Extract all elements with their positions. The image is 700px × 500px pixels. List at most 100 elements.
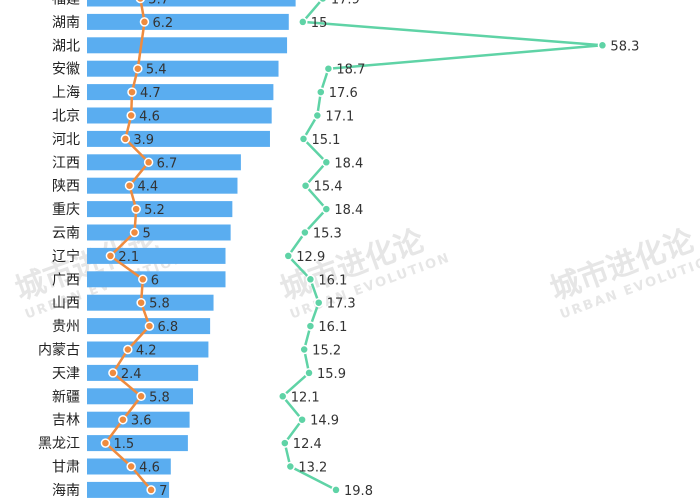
- category-label: 陕西: [52, 179, 80, 195]
- bar: [87, 271, 226, 288]
- green-label: 15.1: [311, 133, 340, 148]
- orange-point: [136, 297, 146, 308]
- orange-label: 4.6: [139, 110, 160, 125]
- orange-point: [139, 17, 150, 27]
- green-point: [283, 251, 294, 261]
- green-point: [304, 368, 314, 378]
- green-label: 18.7: [336, 63, 365, 78]
- green-label: 15.9: [317, 367, 346, 382]
- orange-point: [138, 274, 148, 285]
- green-label: 17.1: [325, 110, 354, 125]
- bar: [87, 435, 188, 452]
- green-label: 13.2: [298, 461, 327, 476]
- bar: [87, 364, 199, 381]
- green-label: 15: [311, 16, 328, 31]
- category-label: 辽宁: [52, 248, 80, 265]
- green-point: [299, 344, 309, 355]
- green-label: 12.4: [293, 437, 322, 452]
- bar: [87, 107, 272, 124]
- green-point: [318, 0, 328, 4]
- category-label: 安徽: [52, 62, 80, 78]
- orange-label: 6.7: [157, 156, 178, 171]
- orange-label: 5: [143, 227, 151, 242]
- category-label: 海南: [52, 483, 80, 499]
- bar: [87, 294, 214, 311]
- green-label: 18.4: [334, 156, 363, 171]
- orange-label: 5.8: [149, 297, 170, 312]
- orange-point: [131, 204, 141, 214]
- green-label: 14.9: [310, 414, 339, 429]
- green-label: 17.3: [327, 297, 356, 312]
- category-label: 吉林: [52, 413, 80, 429]
- green-label: 16.1: [318, 273, 347, 288]
- orange-label: 1.5: [113, 437, 134, 452]
- orange-point: [135, 0, 145, 4]
- green-label: 17.6: [329, 86, 358, 101]
- orange-label: 4.4: [138, 180, 159, 195]
- orange-label: 4.7: [140, 86, 161, 101]
- category-label: 重庆: [52, 202, 80, 218]
- category-label: 上海: [52, 85, 80, 101]
- green-point: [331, 485, 341, 495]
- green-label: 18.4: [334, 203, 363, 218]
- bar: [87, 154, 241, 171]
- green-point: [280, 438, 290, 448]
- orange-label: 2.1: [118, 250, 139, 265]
- bar: [87, 411, 190, 428]
- orange-label: 5.7: [148, 0, 169, 8]
- category-label: 河北: [52, 132, 80, 148]
- green-line: [281, 0, 604, 492]
- category-labels: 福建湖南湖北安徽上海北京河北江西陕西重庆云南辽宁广西山西贵州内蒙古天津新疆吉林黑…: [38, 0, 80, 499]
- bar: [87, 201, 233, 218]
- bar: [87, 0, 296, 7]
- category-label: 黑龙江: [38, 436, 80, 452]
- bar: [87, 13, 289, 30]
- green-point: [323, 63, 334, 74]
- orange-label: 3.6: [131, 414, 152, 429]
- green-point: [597, 40, 608, 51]
- bar: [87, 177, 238, 194]
- orange-label: 5.2: [144, 203, 165, 218]
- orange-point: [123, 344, 133, 355]
- orange-label: 6.8: [157, 320, 178, 335]
- bar: [87, 247, 226, 264]
- category-label: 新疆: [52, 389, 80, 405]
- orange-point: [120, 134, 131, 144]
- orange-point: [100, 438, 111, 448]
- green-point: [297, 414, 307, 425]
- green-label: 16.1: [318, 320, 347, 335]
- orange-label: 7: [159, 484, 167, 499]
- green-label: 15.2: [312, 344, 341, 359]
- bar: [87, 481, 170, 498]
- category-label: 江西: [52, 155, 80, 171]
- category-label: 山西: [52, 296, 80, 312]
- green-point: [277, 391, 288, 402]
- orange-point: [126, 461, 136, 472]
- orange-label: 4.2: [136, 344, 157, 359]
- green-label: 12.9: [296, 250, 325, 265]
- orange-point: [143, 157, 154, 168]
- category-label: 内蒙古: [38, 343, 80, 359]
- green-point: [298, 134, 309, 144]
- green-point: [305, 274, 316, 285]
- green-point: [305, 321, 316, 331]
- green-label: 17.9: [331, 0, 360, 8]
- category-label: 湖北: [52, 38, 80, 54]
- bar: [87, 341, 209, 358]
- orange-point: [144, 321, 155, 331]
- green-label: 12.1: [291, 390, 320, 405]
- green-point: [285, 461, 296, 472]
- orange-point: [108, 368, 118, 378]
- green-label: 19.8: [344, 484, 373, 499]
- category-label: 湖南: [52, 15, 80, 31]
- orange-point: [124, 180, 135, 191]
- category-label: 天津: [52, 366, 80, 382]
- orange-point: [146, 485, 156, 495]
- green-point: [313, 297, 324, 308]
- orange-point: [105, 251, 116, 261]
- bar: [87, 37, 288, 54]
- orange-label: 6.2: [152, 16, 173, 31]
- green-point: [321, 157, 332, 168]
- bar: [87, 84, 274, 101]
